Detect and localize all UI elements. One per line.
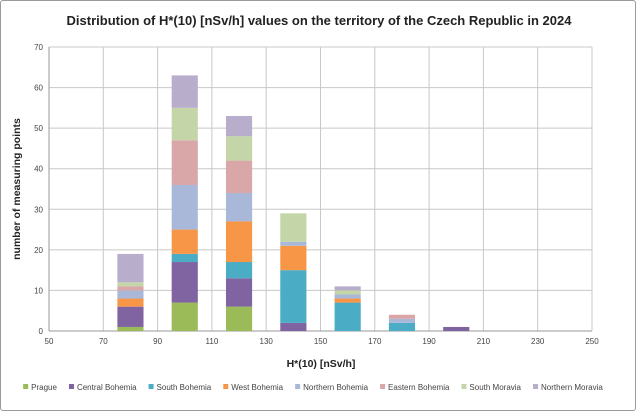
x-axis-label: H*(10) [nSv/h] <box>287 358 356 370</box>
bar-segment-west-bohemia <box>280 245 307 271</box>
x-tick-label: 70 <box>99 337 108 346</box>
bar-segment-northern-bohemia <box>171 184 198 230</box>
bar-segment-south-bohemia <box>171 253 198 263</box>
bar-segment-south-bohemia <box>388 322 416 331</box>
x-tick-label: 150 <box>314 337 328 346</box>
y-tick-label: 10 <box>34 286 43 295</box>
legend-label: Prague <box>31 383 57 392</box>
bar-segment-northern-moravia <box>225 115 253 137</box>
legend-label: South Bohemia <box>157 383 212 392</box>
bar-segment-south-moravia <box>225 136 253 161</box>
bar-segment-central-bohemia <box>171 262 198 303</box>
legend-swatch <box>461 384 467 389</box>
bar-segment-central-bohemia <box>225 278 253 307</box>
legend-swatch <box>148 384 154 389</box>
bar-segment-west-bohemia <box>171 229 198 254</box>
x-tick-label: 90 <box>153 337 162 346</box>
bar-segment-south-bohemia <box>280 270 307 323</box>
y-tick-label: 60 <box>34 84 43 93</box>
bar-segment-south-moravia <box>171 107 198 141</box>
legend-swatch <box>533 384 539 389</box>
x-tick-label: 170 <box>368 337 382 346</box>
legend-label: Northern Bohemia <box>303 383 368 392</box>
y-tick-label: 50 <box>34 124 43 133</box>
bar-segment-south-moravia <box>280 213 307 242</box>
x-tick-label: 210 <box>477 337 491 346</box>
y-tick-label: 40 <box>34 165 43 174</box>
y-axis-label: number of measuring points <box>11 118 23 260</box>
legend-label: Central Bohemia <box>77 383 137 392</box>
bar-segment-central-bohemia <box>280 322 307 331</box>
bar-segment-northern-moravia <box>334 286 361 291</box>
x-tick-label: 230 <box>531 337 545 346</box>
legend-label: Northern Moravia <box>541 383 603 392</box>
x-tick-label: 50 <box>45 337 54 346</box>
bar-segment-prague <box>171 302 198 331</box>
bar-segment-northern-bohemia <box>334 294 361 299</box>
bar-segment-west-bohemia <box>117 298 144 307</box>
bar-segment-eastern-bohemia <box>225 160 253 194</box>
chart-title: Distribution of H*(10) [nSv/h] values on… <box>67 13 573 28</box>
bar-segment-south-moravia <box>117 282 144 287</box>
bar-segment-central-bohemia <box>117 306 144 327</box>
legend-label: West Bohemia <box>231 383 283 392</box>
bar-segment-south-bohemia <box>334 302 361 331</box>
bar-segment-northern-bohemia <box>117 290 144 299</box>
bar-segment-central-bohemia <box>443 326 470 331</box>
y-tick-label: 70 <box>34 43 43 52</box>
y-tick-label: 20 <box>34 246 43 255</box>
x-tick-label: 250 <box>585 337 599 346</box>
bar-segment-south-moravia <box>334 290 361 295</box>
legend-swatch <box>295 384 301 389</box>
bar-segment-prague <box>117 326 144 331</box>
bar-segment-west-bohemia <box>334 298 361 303</box>
bar-segment-northern-moravia <box>117 253 144 283</box>
legend-swatch <box>223 384 229 389</box>
legend-swatch <box>23 384 29 389</box>
bar-segment-northern-bohemia <box>225 193 253 222</box>
bar-segment-northern-bohemia <box>280 241 307 246</box>
legend-label: South Moravia <box>469 383 521 392</box>
y-tick-label: 0 <box>39 327 44 336</box>
bar-segment-prague <box>225 306 253 331</box>
bar-segment-eastern-bohemia <box>388 314 416 319</box>
y-tick-label: 30 <box>34 205 43 214</box>
x-tick-label: 190 <box>422 337 436 346</box>
bar-segment-west-bohemia <box>225 221 253 263</box>
legend-swatch <box>380 384 386 389</box>
bar-segment-south-bohemia <box>225 262 253 279</box>
x-tick-label: 130 <box>260 337 274 346</box>
x-tick-label: 110 <box>206 337 219 346</box>
legend-swatch <box>68 384 74 389</box>
bar-segment-northern-bohemia <box>388 318 416 323</box>
bar-segment-eastern-bohemia <box>171 140 198 185</box>
bar-segment-eastern-bohemia <box>117 286 144 291</box>
legend-label: Eastern Bohemia <box>388 383 450 392</box>
bar-segment-northern-moravia <box>171 75 198 108</box>
